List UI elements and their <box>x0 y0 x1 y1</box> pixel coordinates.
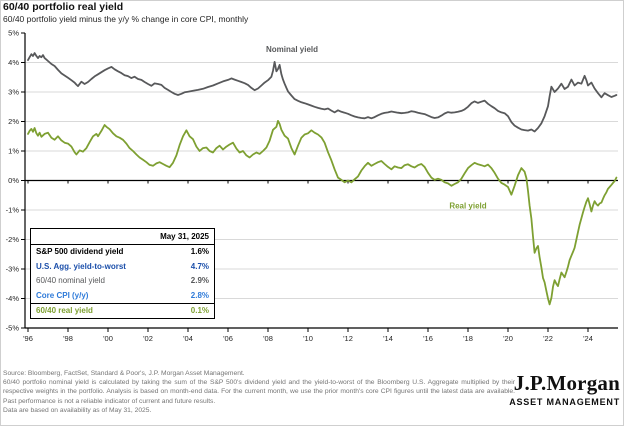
row-label: 60/40 real yield <box>36 306 93 316</box>
y-axis-label: -5% <box>6 324 20 333</box>
y-axis-label: 2% <box>8 117 19 126</box>
x-axis-label: '14 <box>383 334 393 343</box>
y-axis-label: 4% <box>8 58 19 67</box>
real-yield-label: Real yield <box>449 202 486 211</box>
x-axis-label: '10 <box>303 334 313 343</box>
table-row-real-yield: 60/40 real yield 0.1% <box>31 302 214 319</box>
table-row-sp500-dividend-yield: S&P 500 dividend yield 1.6% <box>31 245 214 260</box>
y-axis-label: -4% <box>6 294 20 303</box>
row-value: 2.8% <box>190 290 209 300</box>
row-value: 2.9% <box>190 276 209 286</box>
asset-management-label: ASSET MANAGEMENT <box>509 397 620 407</box>
y-axis-label: -1% <box>6 206 20 215</box>
jpmorgan-logo: J.P.Morgan ASSET MANAGEMENT <box>509 372 620 407</box>
methodology-note: 60/40 portfolio nominal yield is calcula… <box>3 379 515 405</box>
x-axis-label: '12 <box>343 334 353 343</box>
x-axis-label: '00 <box>103 334 113 343</box>
x-axis-label: '02 <box>143 334 153 343</box>
row-value: 0.1% <box>190 306 209 316</box>
table-row-core-cpi: Core CPI (y/y) 2.8% <box>31 288 214 303</box>
y-axis-label: 3% <box>8 88 19 97</box>
y-axis-label: 0% <box>8 176 19 185</box>
y-axis-label: -3% <box>6 265 20 274</box>
footnote-block: Source: Bloomberg, FactSet, Standard & P… <box>3 369 515 415</box>
x-axis-label: '96 <box>23 334 33 343</box>
y-axis-label: 1% <box>8 147 19 156</box>
jpmorgan-wordmark: J.P.Morgan <box>513 371 620 395</box>
row-label: U.S. Agg. yield-to-worst <box>36 261 126 271</box>
source-note: Source: Bloomberg, FactSet, Standard & P… <box>3 370 245 377</box>
nominal-yield-line <box>27 52 618 133</box>
x-axis-label: '04 <box>183 334 193 343</box>
row-value: 1.6% <box>190 247 209 257</box>
x-axis-label: '08 <box>263 334 273 343</box>
row-label: S&P 500 dividend yield <box>36 247 124 257</box>
table-row-nominal-yield: 60/40 nominal yield 2.9% <box>31 274 214 289</box>
summary-table-date: May 31, 2025 <box>31 229 214 245</box>
x-axis-label: '06 <box>223 334 233 343</box>
nominal-yield-label: Nominal yield <box>266 45 318 54</box>
x-axis-label: '22 <box>543 334 553 343</box>
y-axis-label: 5% <box>8 29 19 38</box>
page-subtitle: 60/40 portfolio yield minus the y/y % ch… <box>3 14 249 24</box>
row-value: 4.7% <box>190 261 209 271</box>
summary-table: May 31, 2025 S&P 500 dividend yield 1.6%… <box>30 228 215 319</box>
x-axis-label: '24 <box>583 334 593 343</box>
row-label: 60/40 nominal yield <box>36 276 105 286</box>
table-row-us-agg-ytw: U.S. Agg. yield-to-worst 4.7% <box>31 259 214 274</box>
y-axis-label: -2% <box>6 235 20 244</box>
row-label: Core CPI (y/y) <box>36 290 89 300</box>
x-axis-label: '18 <box>463 334 473 343</box>
x-axis-label: '16 <box>423 334 433 343</box>
availability-note: Data are based on availability as of May… <box>3 406 152 414</box>
x-axis-label: '98 <box>63 334 73 343</box>
x-axis-label: '20 <box>503 334 513 343</box>
real-yield-line <box>27 120 618 306</box>
page-title: 60/40 portfolio real yield <box>3 1 124 13</box>
